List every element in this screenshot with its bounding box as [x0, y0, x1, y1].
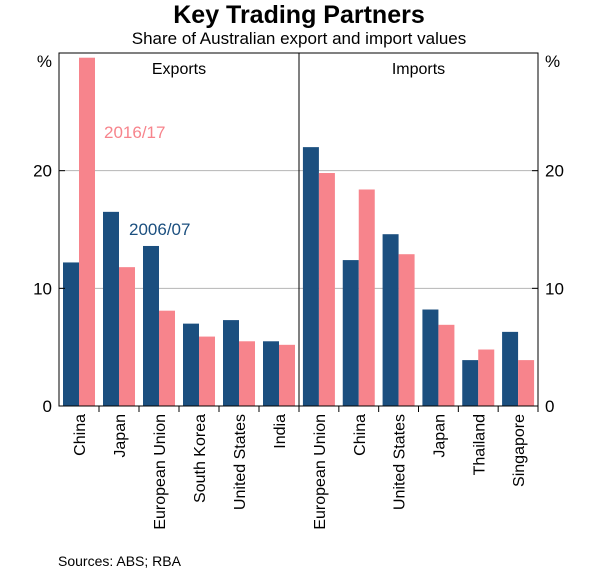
bar-imports-2006-07 — [502, 331, 519, 406]
category-label: United States — [232, 414, 249, 510]
chart-title: Key Trading Partners — [173, 1, 425, 29]
y-unit-left: % — [37, 52, 52, 71]
bar-exports-2006-07 — [263, 341, 279, 406]
category-label: Singapore — [511, 414, 528, 487]
bar-imports-2016-17 — [438, 324, 455, 406]
bar-imports-2016-17 — [398, 254, 415, 406]
category-label: Japan — [112, 414, 129, 458]
bar-exports-2016-17 — [239, 341, 255, 406]
category-label: European Union — [312, 414, 329, 530]
bar-exports-2016-17 — [279, 344, 295, 406]
chart-subtitle: Share of Australian export and import va… — [131, 29, 467, 48]
bar-exports-2006-07 — [103, 211, 119, 406]
series-annotation: 2016/17 — [104, 123, 165, 142]
bar-imports-2016-17 — [358, 189, 375, 406]
category-label: China — [72, 414, 89, 456]
panel-label-imports: Imports — [392, 61, 445, 78]
category-label: European Union — [152, 414, 169, 530]
bar-imports-2006-07 — [422, 309, 439, 406]
category-label: United States — [392, 414, 409, 510]
bar-exports-2016-17 — [119, 267, 135, 406]
y-tick-label-left: 0 — [43, 397, 52, 416]
series-annotation: 2006/07 — [129, 220, 190, 239]
category-label: Japan — [431, 414, 448, 458]
y-tick-label-right: 20 — [545, 162, 564, 181]
bar-exports-2016-17 — [79, 57, 95, 406]
y-tick-label-right: 10 — [545, 279, 564, 298]
category-label: South Korea — [192, 414, 209, 503]
bar-exports-2006-07 — [63, 262, 79, 406]
bar-imports-2006-07 — [342, 260, 359, 406]
bar-exports-2016-17 — [159, 310, 175, 406]
bar-exports-2006-07 — [183, 323, 199, 406]
category-label: India — [272, 414, 289, 449]
y-tick-label-left: 10 — [33, 279, 52, 298]
bar-imports-2016-17 — [518, 360, 535, 406]
y-tick-label-right: 0 — [545, 397, 554, 416]
y-unit-right: % — [545, 52, 560, 71]
bar-imports-2016-17 — [318, 173, 335, 406]
bar-exports-2006-07 — [143, 245, 159, 406]
bar-imports-2006-07 — [462, 360, 479, 406]
category-label: Thailand — [471, 414, 488, 475]
category-label: China — [352, 414, 369, 456]
bar-exports-2016-17 — [199, 336, 215, 406]
bar-imports-2016-17 — [478, 349, 495, 406]
bar-imports-2006-07 — [302, 147, 319, 406]
y-tick-label-left: 20 — [33, 162, 52, 181]
panel-label-exports: Exports — [152, 61, 206, 78]
bar-imports-2006-07 — [382, 234, 399, 406]
bar-exports-2006-07 — [223, 320, 239, 406]
source-note: Sources: ABS; RBA — [58, 553, 181, 569]
